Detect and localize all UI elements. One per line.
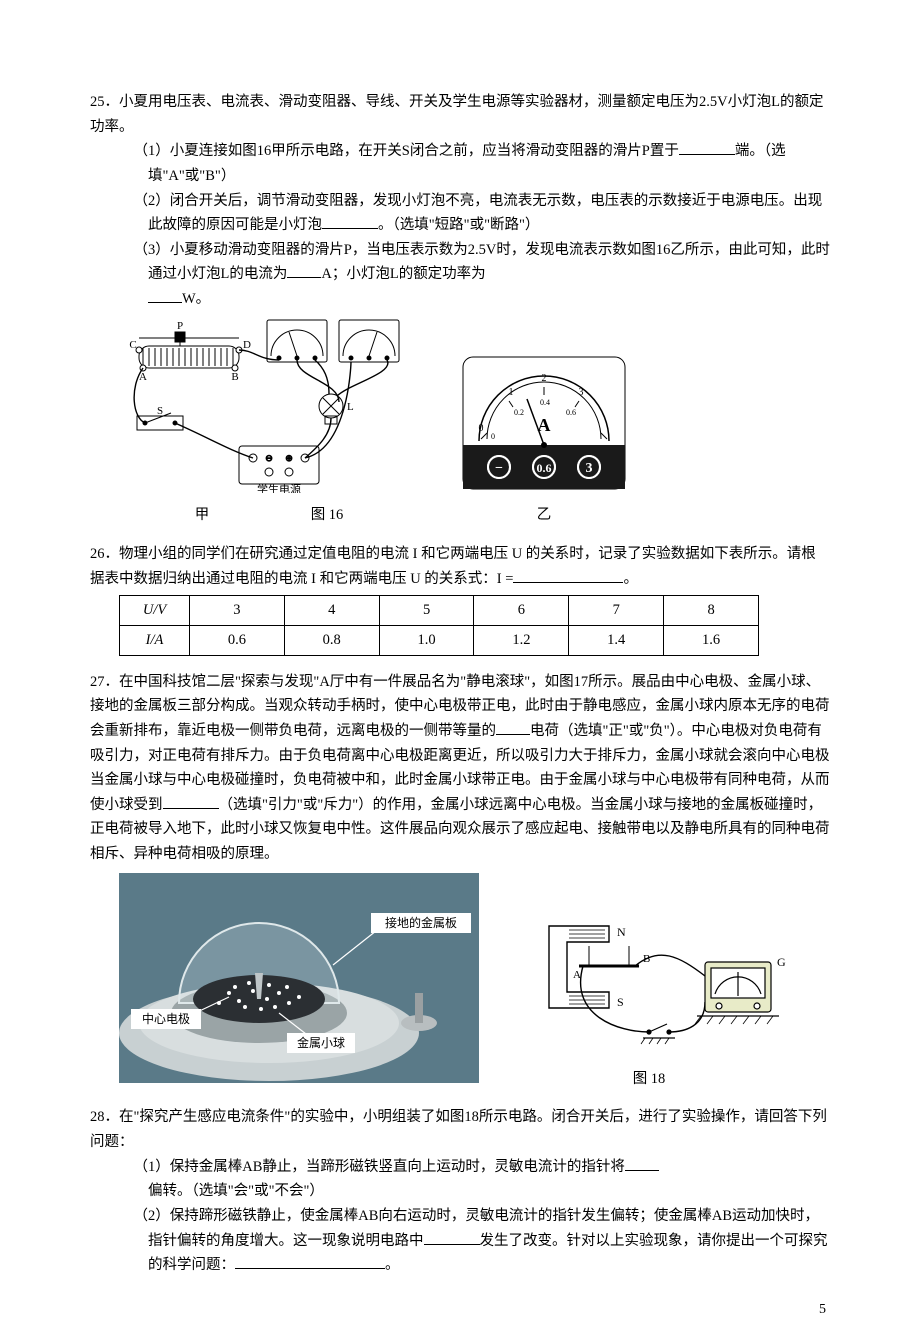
page-number: 5 — [90, 1298, 830, 1322]
cell: 7 — [569, 596, 664, 626]
q28-s1b: 偏转。（选填"会"或"不会"） — [148, 1183, 324, 1199]
q25-head-text: 小夏用电压表、电流表、滑动变阻器、导线、开关及学生电源等实验器材，测量额定电压为… — [90, 94, 823, 135]
q25-sub1: （1）小夏连接如图16甲所示电路，在开关S闭合之前，应当将滑动变阻器的滑片P置于… — [134, 139, 831, 188]
electrostatic-ball-photo-icon: 接地的金属板 中心电极 金属小球 — [119, 873, 479, 1083]
q27-text: 27．在中国科技馆二层"探索与发现"A厅中有一件展品名为"静电滚球"，如图17所… — [90, 670, 830, 867]
induction-circuit-icon: N S A B — [509, 906, 789, 1056]
fig18-label: 图 18 — [509, 1067, 789, 1092]
ammeter-icon: 0 1 2 3 0 0.2 0.4 0.6 A — [459, 353, 629, 493]
q28-blank-2[interactable] — [424, 1229, 480, 1245]
label-rod-A: A — [573, 969, 581, 981]
q28-s2c: 。 — [385, 1257, 400, 1273]
figure-17: 接地的金属板 中心电极 金属小球 — [119, 873, 479, 1092]
label-S: S — [157, 405, 163, 417]
q25-sub2: （2）闭合开关后，调节滑动变阻器，发现小灯泡不亮，电流表无示数，电压表的示数接近… — [134, 189, 831, 238]
cell: U/V — [120, 596, 190, 626]
q25-blank-1[interactable] — [679, 139, 735, 155]
label-S: S — [617, 995, 624, 1009]
q28-number: 28． — [90, 1109, 119, 1125]
q27-blank-2[interactable] — [163, 793, 219, 809]
fig16-label: 图 16 — [311, 507, 344, 523]
term-3: 3 — [586, 461, 593, 476]
q28-blank-1[interactable] — [625, 1155, 659, 1171]
figure-18: N S A B — [509, 906, 789, 1091]
cell: 1.6 — [664, 625, 759, 655]
term-06: 0.6 — [537, 461, 552, 475]
cell: 8 — [664, 596, 759, 626]
svg-text:⊕: ⊕ — [285, 453, 293, 463]
cell: 4 — [284, 596, 379, 626]
question-28: 28．在"探究产生感应电流条件"的实验中，小明组装了如图18所示电路。闭合开关后… — [90, 1105, 830, 1277]
q28-s1a: （1）保持金属棒AB静止，当蹄形磁铁竖直向上运动时，灵敏电流计的指针将 — [134, 1159, 625, 1175]
cell: 1.4 — [569, 625, 664, 655]
label-L: L — [347, 401, 354, 413]
label-grounded-plate: 接地的金属板 — [385, 915, 457, 930]
circuit-diagram-icon: P C D A B L — [119, 318, 419, 493]
q26-table: U/V 3 4 5 6 7 8 I/A 0.6 0.8 1.0 1.2 1.4 … — [119, 595, 759, 655]
tick-2: 2 — [542, 373, 547, 384]
cell: 6 — [474, 596, 569, 626]
q25-s2b: 。（选填"短路"或"断路"） — [378, 217, 539, 233]
q28-sub1: （1）保持金属棒AB静止，当蹄形磁铁竖直向上运动时，灵敏电流计的指针将偏转。（选… — [134, 1155, 831, 1204]
label-G: G — [777, 955, 786, 969]
tick-3: 3 — [579, 387, 584, 398]
fig16-yi-label: 乙 — [459, 503, 629, 528]
q25-number: 25． — [90, 94, 119, 110]
label-powersupply: 学生电源 — [257, 482, 301, 493]
question-25: 25．小夏用电压表、电流表、滑动变阻器、导线、开关及学生电源等实验器材，测量额定… — [90, 90, 830, 528]
table-row: I/A 0.6 0.8 1.0 1.2 1.4 1.6 — [120, 625, 759, 655]
table-row: U/V 3 4 5 6 7 8 — [120, 596, 759, 626]
label-C: C — [129, 339, 136, 351]
q27-blank-1[interactable] — [496, 719, 530, 735]
tick-1: 1 — [509, 387, 514, 398]
q28-sub2: （2）保持蹄形磁铁静止，使金属棒AB向右运动时，灵敏电流计的指针发生偏转；使金属… — [134, 1204, 831, 1278]
cell: 3 — [190, 596, 285, 626]
cell: I/A — [120, 625, 190, 655]
q25-blank-3[interactable] — [287, 263, 321, 279]
question-27: 27．在中国科技馆二层"探索与发现"A厅中有一件展品名为"静电滚球"，如图17所… — [90, 670, 830, 1092]
cell: 0.6 — [190, 625, 285, 655]
figure-16-row: P C D A B L — [119, 318, 830, 528]
q26-tail: 。 — [623, 571, 638, 587]
label-center-electrode: 中心电极 — [142, 1011, 190, 1026]
label-D: D — [243, 339, 251, 351]
q25-s3c: W。 — [182, 291, 210, 307]
q26-blank[interactable] — [513, 567, 623, 583]
tick-i2: 0.4 — [540, 398, 550, 407]
cell: 1.2 — [474, 625, 569, 655]
q27-number: 27． — [90, 674, 119, 690]
q25-sub3: （3）小夏移动滑动变阻器的滑片P，当电压表示数为2.5V时，发现电流表示数如图1… — [134, 238, 831, 312]
q25-s3b: A；小灯泡L的额定功率为 — [321, 266, 485, 282]
q25-s1a: （1）小夏连接如图16甲所示电路，在开关S闭合之前，应当将滑动变阻器的滑片P置于 — [134, 143, 679, 159]
q26-head-line: 26．物理小组的同学们在研究通过定值电阻的电流 I 和它两端电压 U 的关系时，… — [90, 542, 830, 591]
figure-16-yi: 0 1 2 3 0 0.2 0.4 0.6 A — [459, 353, 629, 528]
label-N: N — [617, 925, 626, 939]
term-minus: − — [495, 461, 503, 476]
q25-blank-4[interactable] — [148, 287, 182, 303]
tick-i0: 0 — [491, 432, 495, 441]
fig16-jia-label: 甲 — [195, 507, 210, 523]
q25-head: 25．小夏用电压表、电流表、滑动变阻器、导线、开关及学生电源等实验器材，测量额定… — [90, 90, 830, 139]
q26-number: 26． — [90, 546, 119, 562]
figure-16-jia: P C D A B L — [119, 318, 419, 528]
label-metal-ball: 金属小球 — [297, 1035, 345, 1050]
tick-0: 0 — [479, 423, 484, 434]
q28-head: 28．在"探究产生感应电流条件"的实验中，小明组装了如图18所示电路。闭合开关后… — [90, 1105, 830, 1154]
cell: 5 — [379, 596, 474, 626]
label-P: P — [177, 320, 183, 332]
svg-text:⊖: ⊖ — [265, 453, 273, 463]
question-26: 26．物理小组的同学们在研究通过定值电阻的电流 I 和它两端电压 U 的关系时，… — [90, 542, 830, 656]
figure-17-18-row: 接地的金属板 中心电极 金属小球 N S — [119, 873, 830, 1092]
cell: 1.0 — [379, 625, 474, 655]
tick-i1: 0.2 — [514, 408, 524, 417]
cell: 0.8 — [284, 625, 379, 655]
q28-blank-3[interactable] — [235, 1253, 385, 1269]
tick-i3: 0.6 — [566, 408, 576, 417]
q28-head-text: 在"探究产生感应电流条件"的实验中，小明组装了如图18所示电路。闭合开关后，进行… — [90, 1109, 827, 1150]
q25-blank-2[interactable] — [322, 213, 378, 229]
label-B: B — [231, 371, 238, 383]
q26-head: 物理小组的同学们在研究通过定值电阻的电流 I 和它两端电压 U 的关系时，记录了… — [90, 546, 816, 587]
